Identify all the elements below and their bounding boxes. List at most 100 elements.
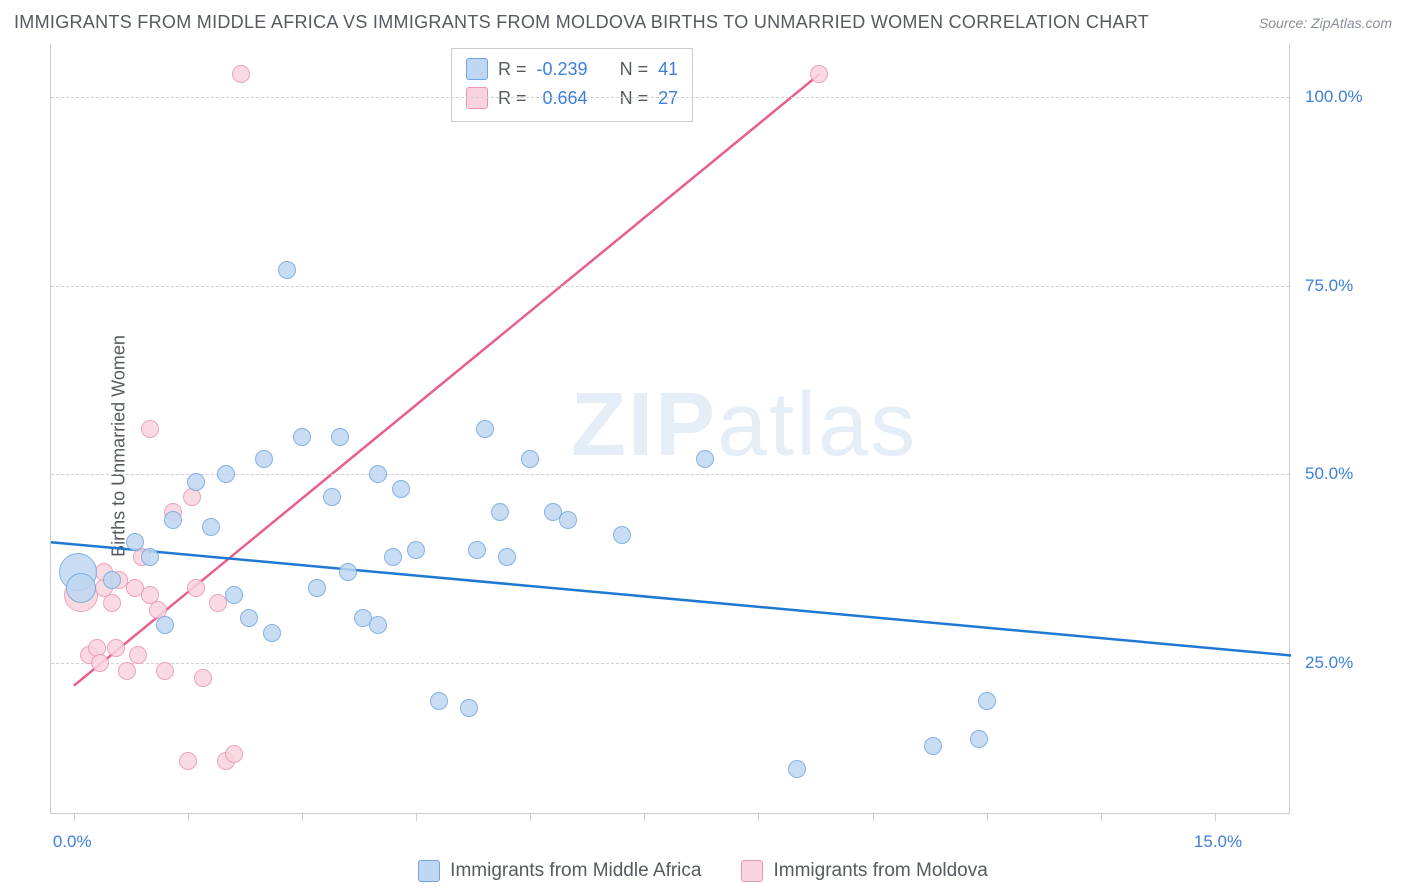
- stats-row-a: R = -0.239 N = 41: [466, 55, 678, 84]
- scatter-point-a: [491, 503, 509, 521]
- scatter-point-a: [613, 526, 631, 544]
- scatter-point-a: [164, 511, 182, 529]
- scatter-point-a: [156, 616, 174, 634]
- scatter-point-a: [308, 579, 326, 597]
- x-tick: [1101, 813, 1102, 821]
- scatter-point-a: [331, 428, 349, 446]
- scatter-point-a: [66, 573, 96, 603]
- stat-n-value-b: 27: [658, 84, 678, 113]
- scatter-point-a: [225, 586, 243, 604]
- y-tick-label: 75.0%: [1305, 276, 1353, 296]
- scatter-point-b: [103, 594, 121, 612]
- scatter-point-a: [278, 261, 296, 279]
- source-label: Source: ZipAtlas.com: [1259, 15, 1392, 31]
- stat-r-label-b: R =: [498, 84, 527, 113]
- scatter-point-a: [970, 730, 988, 748]
- x-tick: [873, 813, 874, 821]
- scatter-point-b: [107, 639, 125, 657]
- scatter-point-b: [187, 579, 205, 597]
- scatter-point-b: [118, 662, 136, 680]
- stat-r-label-a: R =: [498, 55, 527, 84]
- y-tick-label: 50.0%: [1305, 464, 1353, 484]
- scatter-point-a: [339, 563, 357, 581]
- title-row: IMMIGRANTS FROM MIDDLE AFRICA VS IMMIGRA…: [14, 12, 1392, 33]
- scatter-point-a: [126, 533, 144, 551]
- y-tick-label: 100.0%: [1305, 87, 1363, 107]
- legend-label-b: Immigrants from Moldova: [773, 860, 987, 882]
- stat-r-value-b: 0.664: [543, 84, 588, 113]
- x-tick-label: 15.0%: [1194, 832, 1242, 852]
- scatter-point-b: [232, 65, 250, 83]
- scatter-point-a: [263, 624, 281, 642]
- x-tick: [74, 813, 75, 821]
- x-tick: [758, 813, 759, 821]
- legend-swatch-a: [418, 860, 440, 882]
- x-tick: [1215, 813, 1216, 821]
- scatter-point-a: [217, 465, 235, 483]
- scatter-point-a: [468, 541, 486, 559]
- scatter-point-b: [179, 752, 197, 770]
- x-tick: [188, 813, 189, 821]
- stat-n-label-a: N =: [620, 55, 649, 84]
- scatter-point-a: [141, 548, 159, 566]
- x-tick: [302, 813, 303, 821]
- stats-row-b: R = 0.664 N = 27: [466, 84, 678, 113]
- scatter-point-a: [978, 692, 996, 710]
- scatter-point-a: [103, 571, 121, 589]
- gridline: [51, 474, 1289, 475]
- gridline: [51, 97, 1289, 98]
- legend-item-a: Immigrants from Middle Africa: [418, 860, 701, 882]
- scatter-point-a: [369, 616, 387, 634]
- scatter-point-a: [521, 450, 539, 468]
- scatter-point-a: [369, 465, 387, 483]
- scatter-point-a: [924, 737, 942, 755]
- scatter-point-a: [255, 450, 273, 468]
- scatter-point-a: [788, 760, 806, 778]
- watermark-bold: ZIP: [571, 375, 717, 475]
- stat-n-label-b: N =: [620, 84, 649, 113]
- scatter-point-b: [810, 65, 828, 83]
- gridline: [51, 663, 1289, 664]
- scatter-point-a: [240, 609, 258, 627]
- chart-title: IMMIGRANTS FROM MIDDLE AFRICA VS IMMIGRA…: [14, 12, 1149, 33]
- scatter-point-a: [430, 692, 448, 710]
- x-tick: [530, 813, 531, 821]
- x-tick-label: 0.0%: [53, 832, 92, 852]
- watermark-rest: atlas: [717, 375, 917, 475]
- scatter-point-b: [141, 420, 159, 438]
- scatter-point-a: [498, 548, 516, 566]
- watermark: ZIPatlas: [571, 374, 917, 477]
- legend-swatch-b: [741, 860, 763, 882]
- scatter-point-a: [384, 548, 402, 566]
- y-tick-label: 25.0%: [1305, 653, 1353, 673]
- scatter-point-a: [202, 518, 220, 536]
- trend-line: [74, 74, 820, 685]
- gridline: [51, 286, 1289, 287]
- stat-n-value-a: 41: [658, 55, 678, 84]
- scatter-point-b: [183, 488, 201, 506]
- scatter-point-b: [156, 662, 174, 680]
- legend-label-a: Immigrants from Middle Africa: [450, 860, 701, 882]
- scatter-point-b: [225, 745, 243, 763]
- swatch-series-a: [466, 58, 488, 80]
- plot-area: ZIPatlas R = -0.239 N = 41 R = 0.664 N =…: [50, 44, 1290, 814]
- scatter-point-b: [91, 654, 109, 672]
- scatter-point-a: [559, 511, 577, 529]
- x-tick: [644, 813, 645, 821]
- x-tick: [987, 813, 988, 821]
- x-tick: [416, 813, 417, 821]
- scatter-point-a: [323, 488, 341, 506]
- stat-r-value-a: -0.239: [537, 55, 588, 84]
- scatter-point-a: [293, 428, 311, 446]
- scatter-point-a: [187, 473, 205, 491]
- scatter-point-b: [129, 646, 147, 664]
- stats-legend-box: R = -0.239 N = 41 R = 0.664 N = 27: [451, 48, 693, 122]
- trend-lines: [51, 44, 1291, 814]
- scatter-point-a: [696, 450, 714, 468]
- legend-item-b: Immigrants from Moldova: [741, 860, 987, 882]
- x-axis-legend: Immigrants from Middle Africa Immigrants…: [0, 860, 1406, 882]
- swatch-series-b: [466, 87, 488, 109]
- chart-container: IMMIGRANTS FROM MIDDLE AFRICA VS IMMIGRA…: [0, 0, 1406, 892]
- scatter-point-a: [392, 480, 410, 498]
- scatter-point-a: [460, 699, 478, 717]
